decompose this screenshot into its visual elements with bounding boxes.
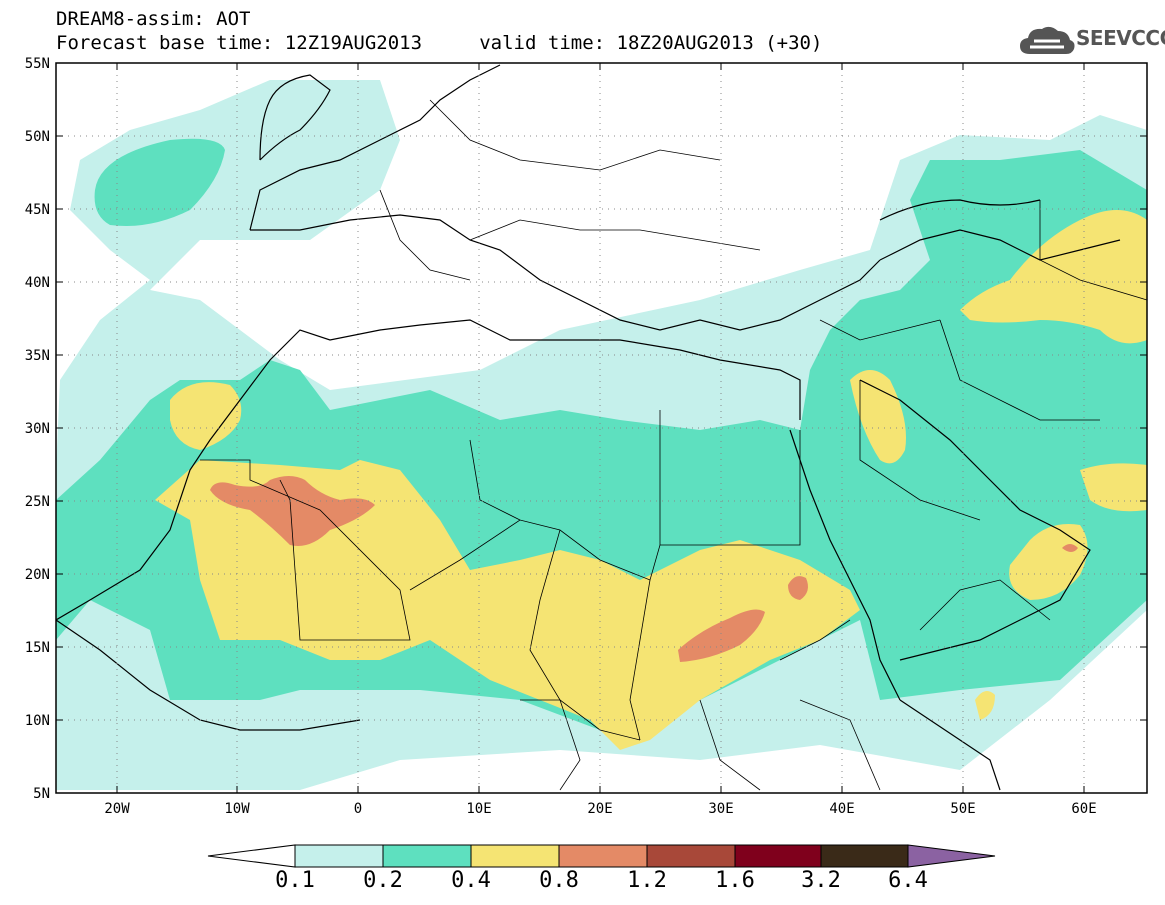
aot-contour-0.8-small xyxy=(788,576,808,600)
lon-label: 0 xyxy=(354,801,362,817)
lat-label: 50N xyxy=(25,129,50,145)
map-title: DREAM8-assim: AOT xyxy=(56,8,251,30)
aot-contour-0.4-caspian xyxy=(960,210,1147,344)
aot-contour-0.4-east xyxy=(1080,463,1147,512)
colorbar-level: 0.2 xyxy=(363,868,403,893)
lon-label: 20W xyxy=(104,801,130,817)
colorbar-bin xyxy=(734,844,822,868)
lon-label: 50E xyxy=(950,801,975,817)
aot-contour-0.4-somalia xyxy=(975,691,995,720)
colorbar-under xyxy=(207,844,296,868)
logo-text: SEEVCCC xyxy=(1076,26,1165,50)
aot-contour-0.2-atlantic xyxy=(94,138,225,226)
forecast-times: Forecast base time: 12Z19AUG2013 valid t… xyxy=(56,32,823,54)
lat-label: 55N xyxy=(25,56,50,72)
lat-label: 30N xyxy=(25,421,50,437)
colorbar-bin xyxy=(820,844,909,868)
aot-contour-0.8-oman xyxy=(1062,544,1078,552)
lat-label: 15N xyxy=(25,640,50,656)
lat-label: 5N xyxy=(33,786,50,802)
lon-label: 30E xyxy=(708,801,733,817)
lon-label: 60E xyxy=(1071,801,1096,817)
lat-label: 25N xyxy=(25,494,50,510)
lon-label: 10W xyxy=(224,801,250,817)
aot-contour-0.8-west xyxy=(210,476,375,546)
colorbar-level: 6.4 xyxy=(888,868,928,893)
aot-contour-0.4 xyxy=(170,382,242,450)
aot-field xyxy=(56,63,1147,793)
axis-ticks xyxy=(56,63,1147,793)
cloud-logo-icon xyxy=(1020,26,1075,54)
colorbar-level: 1.6 xyxy=(715,868,755,893)
lat-label: 20N xyxy=(25,567,50,583)
lon-label: 10E xyxy=(466,801,491,817)
aot-contour-0.8-sudan xyxy=(678,609,765,662)
colorbar-bin xyxy=(558,844,648,868)
colorbar-level: 0.4 xyxy=(451,868,491,893)
lat-label: 45N xyxy=(25,202,50,218)
colorbar-bin xyxy=(646,844,736,868)
aot-contour-0.4-oman xyxy=(1009,524,1088,600)
lat-label: 10N xyxy=(25,713,50,729)
lon-label: 40E xyxy=(829,801,854,817)
colorbar-bin xyxy=(382,844,472,868)
lat-label: 40N xyxy=(25,275,50,291)
colorbar-level: 1.2 xyxy=(627,868,667,893)
colorbar-bin xyxy=(294,844,384,868)
borders xyxy=(200,99,1147,791)
colorbar-over xyxy=(907,844,996,868)
colorbar xyxy=(207,844,996,868)
colorbar-level: 0.8 xyxy=(539,868,579,893)
lat-label: 35N xyxy=(25,348,50,364)
colorbar-level: 0.1 xyxy=(275,868,315,893)
colorbar-bin xyxy=(470,844,560,868)
lon-label: 20E xyxy=(587,801,612,817)
aot-contour-0.4-arabia xyxy=(850,370,906,464)
aot-contour-0.4-sahara xyxy=(155,460,860,750)
colorbar-level: 3.2 xyxy=(801,868,841,893)
